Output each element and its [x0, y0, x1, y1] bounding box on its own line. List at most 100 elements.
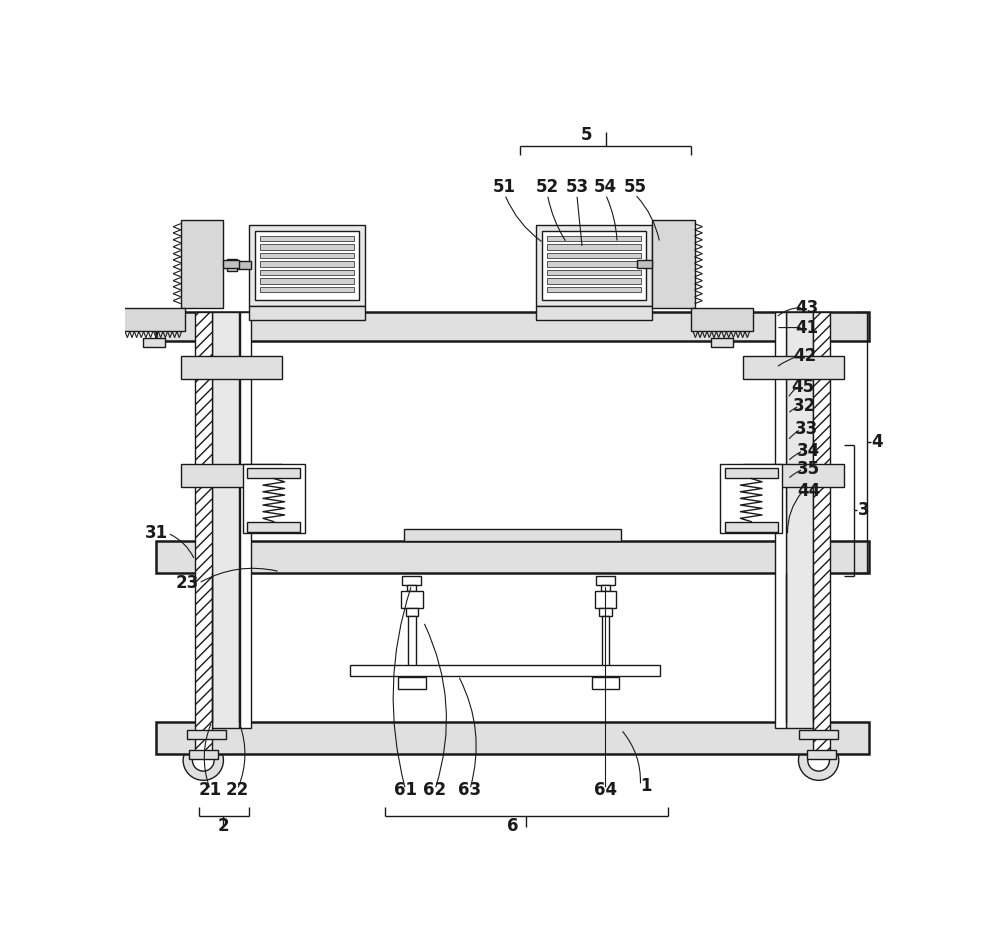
Bar: [260, 244, 354, 250]
Bar: [243, 464, 305, 534]
Bar: [547, 261, 641, 267]
Bar: [249, 306, 365, 320]
Bar: [725, 521, 778, 533]
Text: 6: 6: [507, 816, 518, 834]
Bar: [536, 306, 652, 320]
Bar: [547, 236, 641, 241]
Bar: [637, 260, 652, 268]
Bar: [247, 521, 300, 533]
Text: 53: 53: [565, 178, 588, 196]
Bar: [407, 585, 416, 591]
Text: 44: 44: [797, 482, 820, 499]
Bar: [599, 608, 612, 616]
Bar: [260, 236, 354, 241]
Bar: [249, 225, 365, 306]
Bar: [260, 287, 354, 292]
Bar: [668, 259, 677, 272]
Bar: [143, 338, 165, 347]
Text: 22: 22: [226, 780, 249, 798]
Bar: [181, 219, 223, 308]
Bar: [596, 575, 615, 585]
Bar: [260, 261, 354, 267]
Text: 3: 3: [858, 501, 869, 519]
Bar: [542, 232, 646, 300]
Bar: [547, 270, 641, 275]
Bar: [227, 259, 237, 272]
Text: 51: 51: [493, 178, 516, 196]
Bar: [408, 616, 416, 677]
Text: 41: 41: [795, 319, 819, 337]
Bar: [775, 312, 786, 728]
Text: 2: 2: [218, 816, 229, 834]
Bar: [404, 530, 621, 541]
Bar: [212, 312, 239, 728]
Bar: [536, 225, 652, 306]
Bar: [401, 591, 423, 608]
Text: 34: 34: [797, 442, 820, 460]
Circle shape: [192, 749, 214, 771]
Bar: [711, 338, 733, 347]
Bar: [181, 464, 282, 487]
Bar: [156, 541, 869, 573]
Bar: [181, 356, 282, 379]
Bar: [725, 467, 778, 479]
Circle shape: [808, 749, 829, 771]
Bar: [786, 312, 813, 728]
Bar: [223, 260, 239, 268]
Bar: [547, 278, 641, 284]
Text: 32: 32: [793, 397, 816, 415]
Bar: [652, 219, 695, 308]
Text: 31: 31: [144, 524, 168, 542]
Text: 4: 4: [871, 433, 883, 451]
Bar: [743, 356, 844, 379]
Bar: [235, 261, 251, 269]
Text: 61: 61: [394, 780, 417, 798]
Bar: [592, 677, 619, 690]
Bar: [743, 464, 844, 487]
Bar: [547, 287, 641, 292]
Bar: [813, 312, 830, 751]
Bar: [807, 749, 836, 759]
Text: 5: 5: [580, 126, 592, 144]
Bar: [595, 591, 616, 608]
Bar: [260, 270, 354, 275]
Text: 54: 54: [594, 178, 617, 196]
Bar: [799, 729, 838, 739]
Bar: [398, 677, 426, 690]
Bar: [547, 244, 641, 250]
Bar: [602, 616, 609, 677]
Bar: [189, 749, 218, 759]
Text: 33: 33: [795, 420, 819, 438]
Circle shape: [798, 741, 839, 780]
Bar: [240, 312, 251, 728]
Text: 63: 63: [458, 780, 481, 798]
Text: 35: 35: [797, 461, 820, 479]
Bar: [260, 253, 354, 258]
Bar: [156, 722, 869, 754]
Bar: [720, 464, 782, 534]
Bar: [123, 308, 185, 331]
Text: 55: 55: [623, 178, 646, 196]
Bar: [601, 585, 610, 591]
Circle shape: [183, 741, 223, 780]
Text: 64: 64: [594, 780, 617, 798]
Text: 62: 62: [423, 780, 447, 798]
Text: 21: 21: [199, 780, 222, 798]
Text: 43: 43: [795, 299, 819, 317]
Bar: [406, 608, 418, 616]
Text: 45: 45: [792, 377, 815, 395]
Bar: [547, 253, 641, 258]
Bar: [156, 312, 869, 342]
Bar: [187, 729, 226, 739]
Text: 23: 23: [175, 574, 199, 592]
Bar: [195, 312, 212, 751]
Text: 1: 1: [640, 777, 652, 795]
Bar: [691, 308, 753, 331]
Bar: [247, 467, 300, 479]
Text: 52: 52: [536, 178, 559, 196]
Bar: [255, 232, 359, 300]
Bar: [652, 261, 668, 269]
Bar: [402, 575, 421, 585]
Bar: [350, 665, 660, 675]
Bar: [260, 278, 354, 284]
